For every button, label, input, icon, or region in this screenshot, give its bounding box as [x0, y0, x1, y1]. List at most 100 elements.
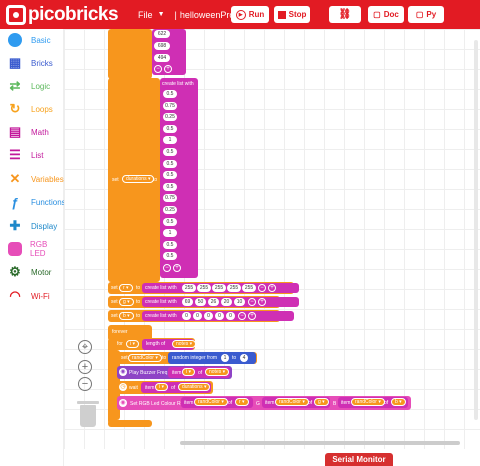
item-of-durations-block[interactable] [141, 382, 211, 393]
list-value[interactable]: 698 [154, 42, 170, 50]
list-value[interactable]: 50 [195, 298, 206, 306]
g-variable-2[interactable]: g ▾ [314, 398, 329, 406]
remove-item-icon[interactable]: − [163, 264, 171, 272]
r-variable-2[interactable]: r ▾ [235, 398, 249, 406]
random-integer-block[interactable] [168, 352, 256, 364]
duration-value[interactable]: 0.5 [163, 124, 177, 133]
list-variable[interactable]: r ▾ [119, 284, 133, 292]
file-menu[interactable]: File ▼ [138, 10, 164, 20]
list-value[interactable]: 69 [182, 298, 193, 306]
duration-value[interactable]: 0.5 [163, 159, 177, 168]
duration-value[interactable]: 1 [163, 229, 177, 238]
random-from-value[interactable]: 1 [221, 354, 229, 362]
remove-item-icon[interactable]: − [154, 65, 162, 73]
list-value[interactable]: 20 [221, 298, 232, 306]
add-item-icon[interactable]: + [258, 298, 266, 306]
category-logic[interactable]: ⇄ Logic [7, 77, 51, 95]
vertical-scrollbar[interactable] [474, 40, 478, 420]
durations-variable-2[interactable]: durations ▾ [178, 383, 211, 391]
project-name[interactable]: helloweenProject| [179, 9, 251, 20]
category-basic[interactable]: Basic [7, 31, 51, 49]
category-variables[interactable]: ✕ Variables [7, 170, 64, 188]
python-button[interactable]: ▢ Py [408, 6, 444, 23]
loop-icon: ↻ [9, 101, 21, 116]
duration-value[interactable]: 0.75 [163, 101, 177, 110]
category-display[interactable]: ✚ Display [7, 217, 58, 235]
list-variable[interactable]: b ▾ [119, 312, 134, 320]
forever-end [108, 420, 152, 427]
notes-variable-2[interactable]: notes ▾ [205, 368, 230, 376]
list-value[interactable]: 622 [154, 30, 170, 38]
randcolor-variable[interactable]: randColor ▾ [128, 354, 162, 362]
category-motor[interactable]: ⚙ Motor [7, 263, 51, 281]
list-value[interactable]: 255 [242, 284, 256, 292]
randcolor-variable-3[interactable]: randColor ▾ [275, 398, 309, 406]
add-item-icon[interactable]: + [268, 284, 276, 292]
duration-value[interactable]: 0.25 [163, 113, 177, 122]
randcolor-variable-4[interactable]: randColor ▾ [351, 398, 385, 406]
add-item-icon[interactable]: + [173, 264, 181, 272]
duration-value[interactable]: 0.75 [163, 194, 177, 203]
duration-value[interactable]: 0.5 [163, 240, 177, 249]
list-value[interactable]: 0 [193, 312, 202, 320]
forever-block[interactable] [108, 325, 152, 341]
list-value[interactable]: 10 [234, 298, 245, 306]
b-variable-2[interactable]: b ▾ [391, 398, 406, 406]
remove-item-icon[interactable]: − [238, 312, 246, 320]
list-value[interactable]: 0 [226, 312, 235, 320]
category-bricks[interactable]: ▦ Bricks [7, 54, 53, 72]
list-value[interactable]: 494 [154, 54, 170, 62]
duration-value[interactable]: 0.5 [163, 217, 177, 226]
i-variable-2[interactable]: i ▾ [182, 368, 196, 376]
random-to-value[interactable]: 4 [240, 354, 248, 362]
list-value[interactable]: 26 [208, 298, 219, 306]
add-item-icon[interactable]: + [248, 312, 256, 320]
serial-monitor-button[interactable]: Serial Monitor [325, 453, 393, 466]
duration-value[interactable]: 0.25 [163, 206, 177, 214]
duration-value[interactable]: 0.5 [163, 90, 177, 98]
length-of-block[interactable] [142, 339, 194, 350]
zoom-out-icon[interactable]: − [78, 377, 92, 391]
category-math[interactable]: ▤ Math [7, 123, 49, 141]
recenter-icon[interactable]: ⌖ [78, 340, 92, 354]
duration-value[interactable]: 0.5 [163, 171, 177, 180]
i-variable[interactable]: i ▾ [126, 340, 140, 348]
durations-variable[interactable]: durations ▾ [122, 175, 155, 183]
list-value[interactable]: 255 [227, 284, 241, 292]
i-variable-3[interactable]: i ▾ [155, 383, 169, 391]
file-menu-label[interactable]: File [138, 9, 153, 20]
duration-value[interactable]: 0.5 [163, 182, 177, 191]
duration-value[interactable]: 0.5 [163, 252, 177, 261]
set-notes-block[interactable] [108, 29, 152, 79]
category-label: Wi-Fi [31, 291, 50, 301]
duration-value[interactable]: 1 [163, 136, 177, 145]
trash-icon[interactable] [77, 401, 99, 427]
duration-value[interactable]: 0.5 [163, 148, 177, 156]
list-value[interactable]: 0 [182, 312, 191, 320]
stop-button[interactable]: Stop [274, 6, 310, 23]
category-loops[interactable]: ↻ Loops [7, 100, 53, 118]
list-value[interactable]: 0 [215, 312, 224, 320]
list-value[interactable]: 0 [204, 312, 213, 320]
list-value[interactable]: 255 [197, 284, 211, 292]
list-value[interactable]: 255 [182, 284, 196, 292]
zoom-in-icon[interactable]: + [78, 360, 92, 374]
category-rgb-led[interactable]: RGB LED [7, 240, 63, 258]
category-list[interactable]: ☰ List [7, 146, 43, 164]
run-button[interactable]: ▶ Run [231, 6, 269, 23]
list-value[interactable]: 255 [212, 284, 226, 292]
add-item-icon[interactable]: + [164, 65, 172, 73]
category-wifi[interactable]: ◠ Wi-Fi [7, 287, 50, 305]
create-list-block[interactable] [142, 297, 299, 307]
category-functions[interactable]: ƒ Functions [7, 193, 65, 211]
remove-item-icon[interactable]: − [248, 298, 256, 306]
doc-button[interactable]: ▢ Doc [368, 6, 404, 23]
notes-variable[interactable]: notes ▾ [172, 340, 197, 348]
randcolor-variable-2[interactable]: randColor ▾ [194, 398, 228, 406]
item-of-notes-block[interactable] [168, 367, 230, 378]
horizontal-scrollbar[interactable] [180, 441, 460, 445]
connect-button[interactable]: ⛓ [329, 6, 361, 23]
remove-item-icon[interactable]: − [258, 284, 266, 292]
wait-label: wait [129, 385, 138, 391]
list-variable[interactable]: g ▾ [119, 298, 134, 306]
